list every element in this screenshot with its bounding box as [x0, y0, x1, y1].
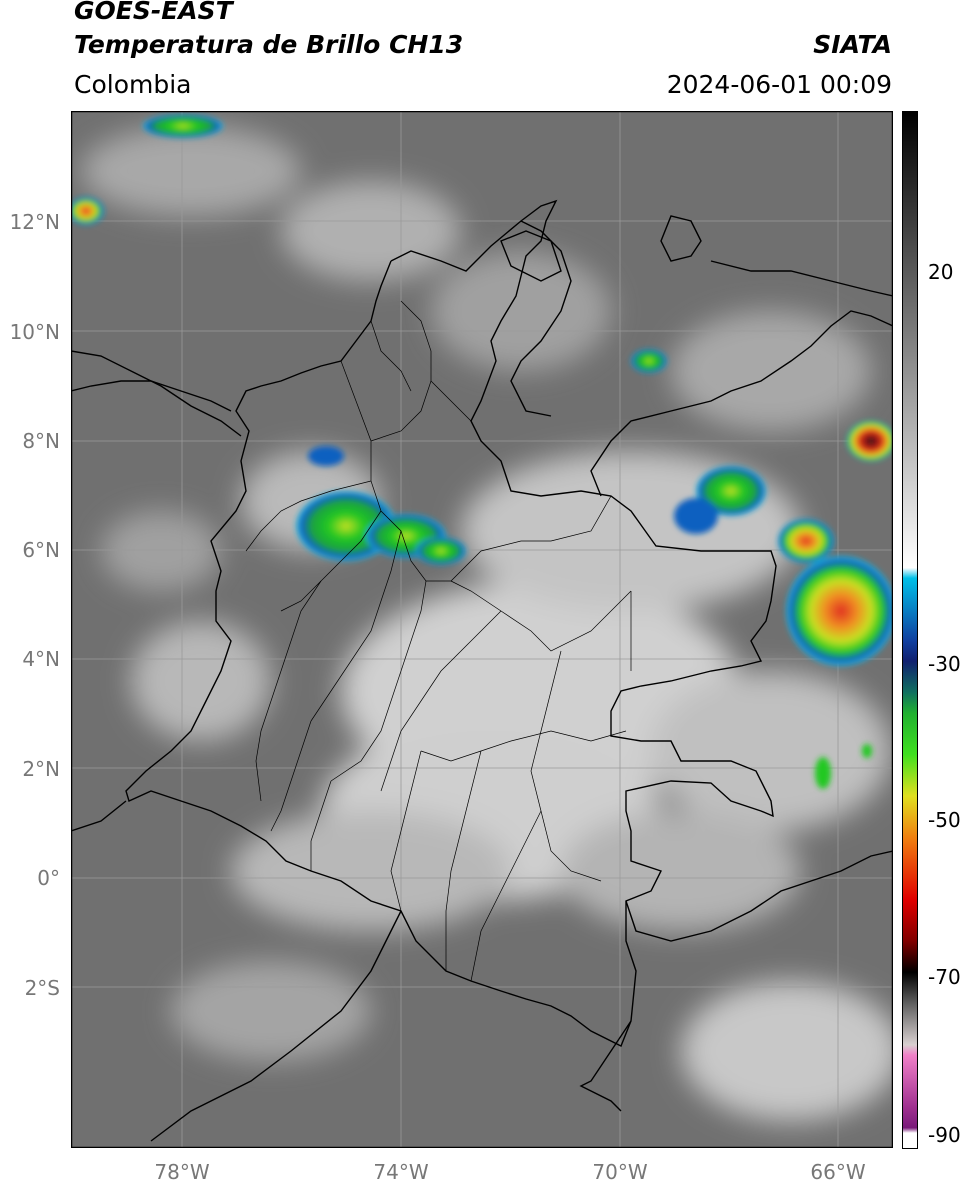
colorbar-tick-neg90: -90	[928, 1123, 961, 1147]
lat-label-4n: 4°N	[22, 647, 60, 671]
lat-label-2s: 2°S	[24, 976, 60, 1000]
organization-label: SIATA	[813, 30, 892, 59]
colorbar-tick-20: 20	[928, 260, 954, 284]
lon-label-70w: 70°W	[592, 1160, 648, 1184]
internal-borders	[245, 300, 632, 982]
colorbar-tick-neg30: -30	[928, 652, 961, 676]
timestamp-label: 2024-06-01 00:09	[666, 70, 892, 99]
region-label: Colombia	[74, 70, 192, 99]
lat-label-6n: 6°N	[22, 538, 60, 562]
cloud-layer	[81, 126, 893, 1121]
lat-label-0: 0°	[37, 866, 60, 890]
lat-label-12n: 12°N	[9, 210, 60, 234]
colorbar-tick-neg70: -70	[928, 965, 961, 989]
lon-label-78w: 78°W	[154, 1160, 210, 1184]
convective-storms	[71, 114, 893, 789]
grid-lines	[71, 111, 893, 1148]
lon-label-74w: 74°W	[373, 1160, 429, 1184]
country-borders	[71, 199, 893, 1142]
lat-label-10n: 10°N	[9, 320, 60, 344]
lon-label-66w: 66°W	[810, 1160, 866, 1184]
colorbar	[902, 111, 918, 1149]
title-satellite: GOES-EAST	[74, 0, 233, 25]
satellite-map	[71, 111, 893, 1148]
lat-label-2n: 2°N	[22, 757, 60, 781]
colorbar-tick-neg50: -50	[928, 808, 961, 832]
title-product: Temperatura de Brillo CH13	[74, 30, 464, 59]
lat-label-8n: 8°N	[22, 429, 60, 453]
